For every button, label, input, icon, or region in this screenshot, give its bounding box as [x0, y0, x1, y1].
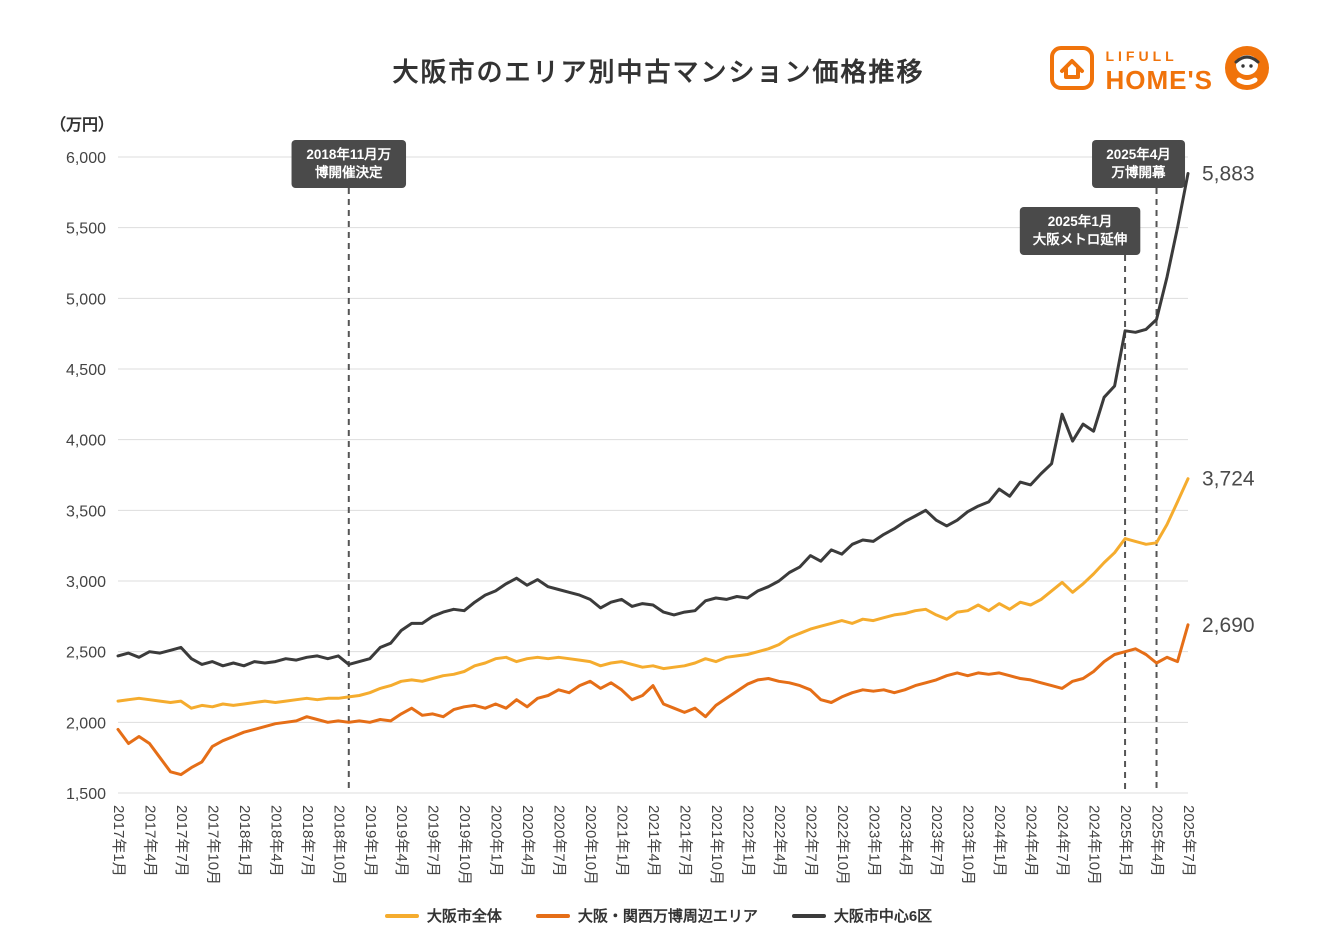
x-tick-label: 2024年10月: [1086, 805, 1103, 885]
x-tick-label: 2017年4月: [141, 805, 158, 877]
x-tick-label: 2022年10月: [834, 805, 851, 885]
x-tick-label: 2021年4月: [645, 805, 662, 877]
legend-item-osaka-city-overall: 大阪市全体: [384, 905, 502, 926]
end-value-osaka-city-overall: 3,724: [1202, 468, 1255, 491]
x-tick-label: 2025年7月: [1180, 805, 1197, 877]
x-tick-label: 2022年1月: [739, 805, 756, 877]
y-tick-label: 5,500: [66, 221, 106, 238]
annotation-badge: [291, 140, 407, 188]
legend-swatch: [384, 913, 419, 918]
brand-homes: HOME'S: [1105, 64, 1213, 95]
annotation-text: 2018年11月万: [306, 146, 391, 162]
y-axis-unit-label: （万円）: [50, 116, 114, 134]
series-line-osaka-central-6-wards: [116, 172, 1190, 668]
legend-swatch: [535, 913, 570, 918]
legend: 大阪市全体 大阪・関西万博周辺エリア 大阪市中心6区: [0, 905, 1317, 926]
series-line-osaka-city-overall: [116, 477, 1190, 710]
y-tick-label: 4,000: [66, 433, 106, 450]
x-tick-label: 2018年4月: [267, 805, 284, 877]
x-tick-label: 2024年1月: [991, 805, 1008, 877]
legend-label: 大阪市中心6区: [833, 908, 933, 925]
x-tick-label: 2023年10月: [960, 805, 977, 885]
y-tick-label: 2,000: [66, 715, 106, 732]
legend-item-osaka-central-6-wards: 大阪市中心6区: [791, 905, 933, 926]
annotation-badge: [1092, 140, 1186, 188]
x-tick-label: 2021年1月: [614, 805, 631, 877]
annotation-badge: [1019, 207, 1141, 255]
x-tick-label: 2020年4月: [519, 805, 536, 877]
lifull-homes-logo: LIFULL HOME'S: [1049, 44, 1271, 97]
annotation-text: 2025年1月: [1048, 213, 1113, 229]
x-tick-label: 2021年10月: [708, 805, 725, 885]
annotation-text: 大阪メトロ延伸: [1033, 231, 1128, 247]
x-tick-label: 2022年4月: [771, 805, 788, 877]
x-tick-label: 2020年10月: [582, 805, 599, 885]
x-tick-label: 2020年7月: [551, 805, 568, 877]
series-line-expo-surrounding-area: [116, 623, 1190, 777]
x-tick-label: 2024年4月: [1023, 805, 1040, 877]
x-tick-label: 2017年1月: [110, 805, 127, 877]
x-tick-label: 2018年1月: [236, 805, 253, 877]
x-tick-label: 2019年10月: [456, 805, 473, 885]
x-tick-label: 2017年10月: [204, 805, 221, 885]
annotation-text: 博開催決定: [315, 164, 383, 180]
y-tick-label: 3,000: [66, 574, 106, 591]
mascot-icon: [1223, 44, 1271, 97]
annotation-text: 2025年4月: [1106, 146, 1171, 162]
y-tick-label: 5,000: [66, 291, 106, 308]
x-tick-label: 2023年7月: [928, 805, 945, 877]
house-icon: [1049, 45, 1095, 96]
x-tick-label: 2021年7月: [676, 805, 693, 877]
x-tick-label: 2019年4月: [393, 805, 410, 877]
x-tick-label: 2025年1月: [1117, 805, 1134, 877]
x-tick-label: 2023年1月: [865, 805, 882, 877]
x-tick-label: 2018年10月: [330, 805, 347, 885]
legend-swatch: [791, 913, 826, 918]
y-tick-label: 4,500: [66, 362, 106, 379]
brand-lifull: LIFULL: [1105, 47, 1178, 64]
end-value-expo-surrounding-area: 2,690: [1202, 614, 1255, 637]
x-tick-label: 2022年7月: [802, 805, 819, 877]
y-tick-label: 1,500: [66, 786, 106, 803]
legend-label: 大阪・関西万博周辺エリア: [577, 908, 758, 925]
x-tick-label: 2018年7月: [299, 805, 316, 877]
end-value-osaka-central-6-wards: 5,883: [1202, 163, 1255, 186]
x-tick-label: 2019年7月: [425, 805, 442, 877]
x-tick-label: 2023年4月: [897, 805, 914, 877]
annotation-text: 万博開幕: [1111, 164, 1166, 180]
chart-title: 大阪市のエリア別中古マンション価格推移: [392, 57, 925, 87]
legend-label: 大阪市全体: [426, 908, 502, 925]
y-tick-label: 6,000: [66, 150, 106, 167]
x-tick-label: 2017年7月: [173, 805, 190, 877]
y-tick-label: 3,500: [66, 503, 106, 520]
x-tick-label: 2024年7月: [1054, 805, 1071, 877]
brand-text: LIFULL HOME'S: [1105, 49, 1213, 93]
legend-item-expo-surrounding-area: 大阪・関西万博周辺エリア: [535, 905, 758, 926]
x-tick-label: 2020年1月: [488, 805, 505, 877]
x-tick-label: 2025年4月: [1149, 805, 1166, 877]
y-tick-label: 2,500: [66, 645, 106, 662]
x-tick-label: 2019年1月: [362, 805, 379, 877]
